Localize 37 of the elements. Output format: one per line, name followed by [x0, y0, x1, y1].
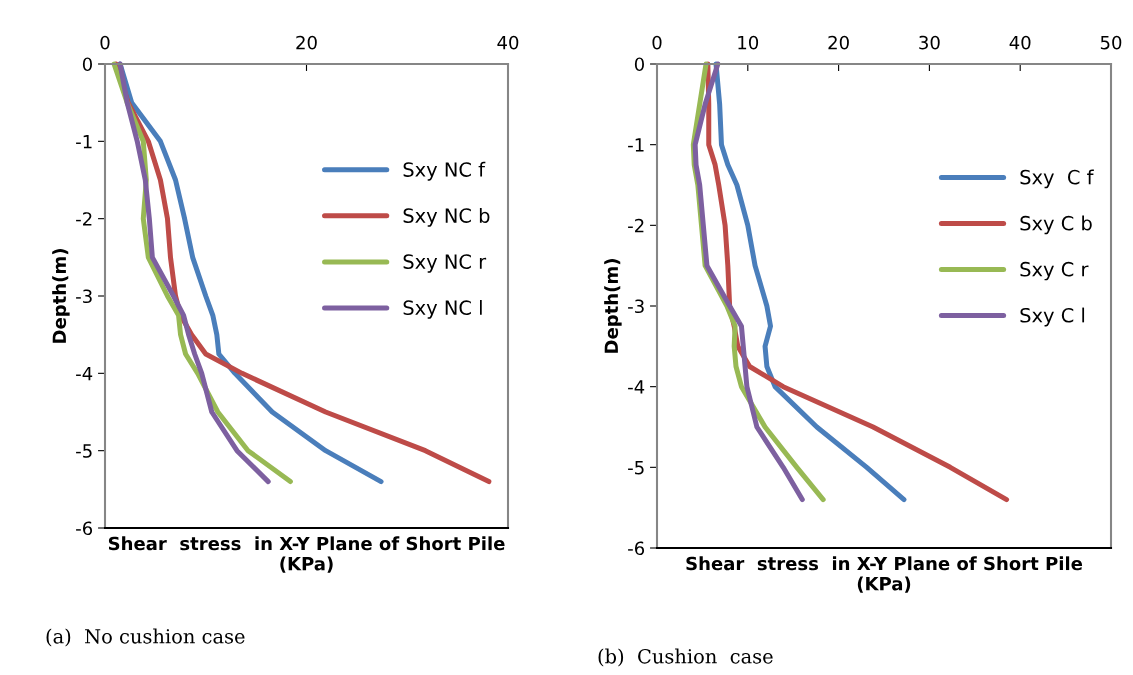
y-tick-label: 0 [634, 57, 644, 72]
text: (b) Cushion case [598, 648, 773, 667]
y-tick-label: -3 [76, 289, 92, 304]
x-tick-label: 40 [497, 35, 519, 50]
y-tick-label: -1 [628, 138, 644, 152]
x-tick-label: 0 [652, 35, 662, 50]
y-tick-label: -3 [628, 299, 644, 314]
y-tick-label: -4 [628, 380, 645, 394]
legend-label: Sxy C l [1020, 307, 1085, 327]
x-tick-label: 40 [1009, 35, 1031, 50]
legend-label: Sxy NC f [403, 161, 486, 181]
legend-label: Sxy C f [1020, 169, 1094, 189]
y-tick-label: -2 [76, 212, 92, 226]
text: (a) No cushion case [46, 628, 245, 647]
x-tick-label: 10 [738, 35, 759, 50]
legend-label: Sxy C r [1020, 261, 1089, 281]
x-tick-label: 30 [919, 35, 940, 50]
legend-label: Sxy NC l [403, 299, 482, 319]
x-axis-title: Shear stress in X-Y Plane of Short Pile (KPa) [108, 536, 505, 573]
y-tick-label: -5 [628, 461, 644, 475]
y-tick-label: -2 [628, 218, 644, 233]
x-axis-title: Shear stress in X-Y Plane of Short Pile (KPa) [686, 556, 1083, 593]
y-tick-label: -4 [76, 367, 93, 381]
legend-label: Sxy NC r [403, 254, 487, 273]
y-axis-title: Depth(m) [52, 249, 70, 343]
y-tick-label: -5 [76, 444, 92, 458]
x-tick-label: 50 [1100, 35, 1122, 50]
x-tick-label: 0 [100, 35, 110, 50]
legend-label: Sxy NC b [403, 207, 490, 227]
y-axis-title: Depth(m) [604, 259, 622, 353]
y-tick-label: -6 [628, 541, 645, 556]
y-tick-label: -1 [76, 135, 92, 149]
legend-label: Sxy C b [1020, 215, 1092, 235]
x-tick-label: 20 [828, 35, 849, 50]
y-tick-label: -6 [76, 521, 93, 536]
x-tick-label: 20 [296, 35, 317, 50]
y-tick-label: 0 [82, 57, 92, 72]
